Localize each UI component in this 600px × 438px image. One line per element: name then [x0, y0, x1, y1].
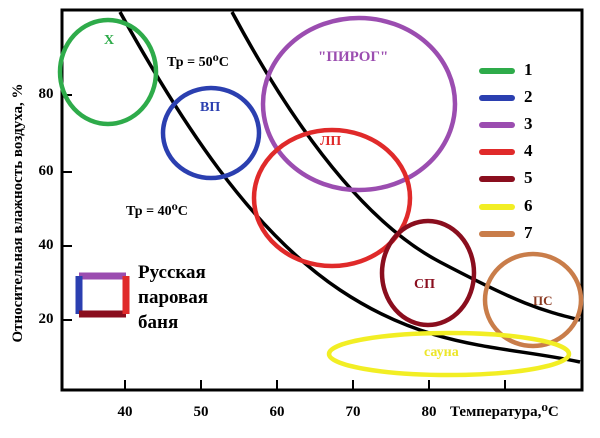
banya-caption-line-3: баня	[138, 312, 179, 333]
curve-tr40-label: Тр = 40⁰С	[125, 203, 189, 220]
zone-x-label: Х	[104, 33, 115, 48]
y-tick-label-40: 40	[38, 237, 54, 253]
curve-tr50	[230, 11, 581, 322]
zone-vp-circle	[160, 85, 262, 181]
y-tick-label-60: 60	[38, 163, 54, 179]
zone-sauna-ellipse	[326, 330, 572, 378]
zone-ps-circle	[482, 251, 584, 349]
zone-pirog-label: "ПИРОГ"	[318, 49, 389, 65]
zone-lp-label: ЛП	[320, 134, 342, 149]
y-tick-label-80: 80	[38, 86, 54, 102]
legend-label-4: 4	[524, 141, 533, 160]
legend-label-1: 1	[524, 60, 533, 79]
x-tick-label-70: 70	[345, 404, 361, 420]
zone-pirog-circle	[260, 15, 458, 193]
banya-caption-line-1: Русская	[138, 262, 206, 283]
zone-lp-circle	[251, 127, 413, 269]
zone-vp-label: ВП	[200, 100, 221, 115]
legend-label-2: 2	[524, 87, 533, 106]
zone-sp-label: СП	[414, 277, 435, 292]
zone-x-circle	[57, 17, 159, 127]
legend-label-7: 7	[524, 223, 533, 242]
zone-ps-label: ПС	[533, 293, 553, 308]
curve-tr50-label: Тр = 50⁰С	[166, 54, 230, 71]
x-tick-label-50: 50	[193, 404, 209, 420]
y-axis-label: Относительная влажность воздуха, %	[10, 83, 26, 343]
x-tick-label-80: 80	[421, 404, 437, 420]
legend-label-5: 5	[524, 168, 533, 187]
zone-sp-circle	[379, 218, 477, 328]
x-tick-label-40: 40	[117, 404, 133, 420]
zone-sauna-label: сауна	[424, 345, 459, 360]
x-axis-label: Температура,⁰С	[450, 404, 559, 420]
x-tick-label-60: 60	[269, 404, 285, 420]
banya-icon	[75, 272, 130, 318]
legend-label-3: 3	[524, 114, 533, 133]
plot-frame	[60, 8, 584, 392]
banya-caption: Русская паровая баня	[138, 260, 238, 335]
legend-label-6: 6	[524, 196, 533, 215]
y-tick-label-20: 20	[38, 311, 54, 327]
banya-caption-line-2: паровая	[138, 287, 209, 308]
